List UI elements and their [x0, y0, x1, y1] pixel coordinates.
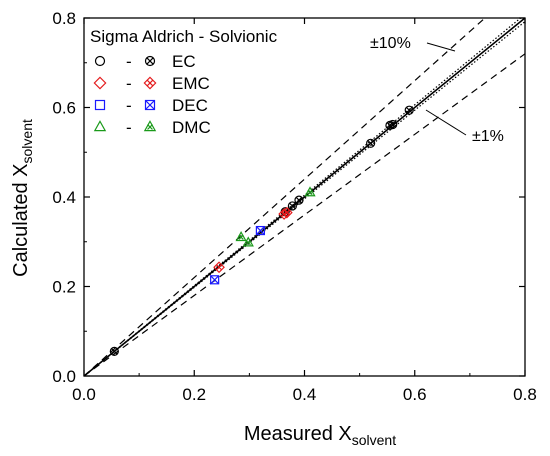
data-point-dmc — [235, 231, 247, 242]
legend-separator: - — [126, 52, 132, 71]
legend-label-dmc: DMC — [172, 118, 211, 137]
y-axis-title: Calculated Xsolvent — [10, 119, 35, 277]
reference-line-dashed — [84, 53, 525, 376]
data-point-emc — [213, 261, 225, 274]
data-point-dec — [210, 275, 220, 285]
y-tick-label: 0.8 — [52, 9, 76, 28]
reference-line-dashed — [84, 18, 486, 376]
legend-marker-open-ec — [94, 55, 106, 67]
legend-marker-crossed-emc — [143, 76, 157, 90]
axis-ticks: 0.00.0 0.2 0.2 0.4 0.4 0.6 0.6 0.8 0.8 — [52, 9, 536, 404]
y-tick-label: 0.0 — [52, 367, 76, 386]
annotation-10pct-leader — [426, 42, 456, 52]
annotation-1pct: ±1% — [472, 128, 504, 145]
x-tick-label: 0.6 — [403, 385, 427, 404]
legend-separator: - — [126, 74, 132, 93]
legend-marker-crossed-ec — [144, 55, 156, 67]
legend: Sigma Aldrich - Solvionic - EC - EMC - DEC - DM… — [90, 27, 278, 137]
data-point-ec — [366, 138, 376, 148]
x-tick-label: 0.8 — [513, 385, 537, 404]
data-point-dmc — [242, 236, 254, 247]
y-tick-label: 0.2 — [52, 278, 76, 297]
legend-label-ec: EC — [172, 52, 196, 71]
legend-separator: - — [126, 96, 132, 115]
x-tick-label: 0.4 — [293, 385, 317, 404]
x-tick-label: 0.0 — [72, 385, 96, 404]
data-points — [109, 105, 414, 356]
data-point-ec — [287, 201, 297, 211]
x-axis-title: Measured Xsolvent — [244, 423, 396, 448]
data-point-emc — [281, 206, 293, 219]
annotation-10pct: ±10% — [370, 35, 411, 52]
data-point-ec — [109, 346, 119, 356]
legend-marker-open-dec — [94, 99, 106, 111]
legend-marker-open-emc — [93, 76, 107, 90]
data-point-dec — [255, 225, 265, 236]
legend-marker-open-dmc — [93, 120, 107, 132]
reference-lines — [84, 18, 525, 376]
legend-label-dec: DEC — [172, 96, 208, 115]
legend-marker-crossed-dec — [144, 99, 156, 111]
annotation-1pct-leader — [425, 109, 467, 136]
legend-title: Sigma Aldrich - Solvionic — [90, 27, 278, 46]
data-point-ec — [294, 195, 304, 205]
legend-separator: - — [126, 118, 132, 137]
data-point-ec — [388, 119, 398, 130]
y-tick-label: 0.4 — [52, 188, 76, 207]
legend-marker-crossed-dmc — [143, 120, 157, 132]
reference-line-dotted — [84, 21, 525, 376]
x-tick-label: 0.2 — [182, 385, 206, 404]
annotations: ±10% ±1% — [370, 35, 504, 145]
legend-label-emc: EMC — [172, 74, 210, 93]
y-tick-label: 0.6 — [52, 99, 76, 118]
data-point-dmc — [304, 186, 316, 197]
data-point-ec — [404, 105, 414, 115]
